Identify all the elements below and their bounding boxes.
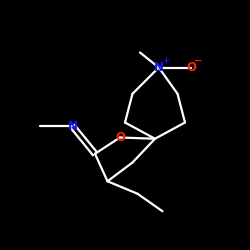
Text: O: O — [186, 61, 196, 74]
Text: O: O — [115, 131, 125, 144]
Text: N: N — [68, 120, 78, 133]
Text: +: + — [162, 56, 169, 65]
Text: −: − — [194, 56, 202, 66]
Text: N: N — [154, 61, 164, 74]
